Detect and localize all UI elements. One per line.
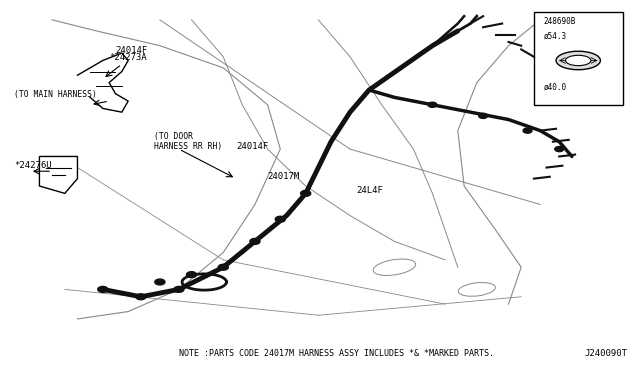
Circle shape bbox=[218, 264, 228, 270]
Text: (TO DOOR
HARNESS RR RH): (TO DOOR HARNESS RR RH) bbox=[154, 132, 222, 151]
Text: 24017M: 24017M bbox=[268, 171, 300, 181]
Ellipse shape bbox=[566, 55, 591, 65]
Circle shape bbox=[523, 128, 532, 133]
Text: *24273A: *24273A bbox=[109, 54, 147, 62]
Text: *24276U: *24276U bbox=[14, 161, 52, 170]
FancyBboxPatch shape bbox=[534, 13, 623, 105]
Text: J240090T: J240090T bbox=[584, 349, 628, 358]
Text: 24L4F: 24L4F bbox=[356, 186, 383, 195]
Circle shape bbox=[301, 190, 311, 196]
Circle shape bbox=[275, 216, 285, 222]
Circle shape bbox=[136, 294, 146, 300]
Circle shape bbox=[155, 279, 165, 285]
Text: NOTE :PARTS CODE 24017M HARNESS ASSY INCLUDES *& *MARKED PARTS.: NOTE :PARTS CODE 24017M HARNESS ASSY INC… bbox=[179, 349, 494, 358]
Circle shape bbox=[479, 113, 488, 118]
Circle shape bbox=[98, 286, 108, 292]
Circle shape bbox=[250, 238, 260, 244]
Text: (TO MAIN HARNESS): (TO MAIN HARNESS) bbox=[14, 90, 97, 99]
Circle shape bbox=[555, 147, 564, 152]
Circle shape bbox=[428, 102, 437, 108]
Text: ø40.0: ø40.0 bbox=[543, 83, 566, 92]
Text: 248690B: 248690B bbox=[543, 16, 576, 26]
Text: ø54.3: ø54.3 bbox=[543, 31, 566, 40]
Circle shape bbox=[186, 272, 196, 278]
Circle shape bbox=[174, 286, 184, 292]
Text: 24014F: 24014F bbox=[236, 142, 268, 151]
Ellipse shape bbox=[556, 51, 600, 70]
Text: 24014F: 24014F bbox=[115, 46, 148, 55]
